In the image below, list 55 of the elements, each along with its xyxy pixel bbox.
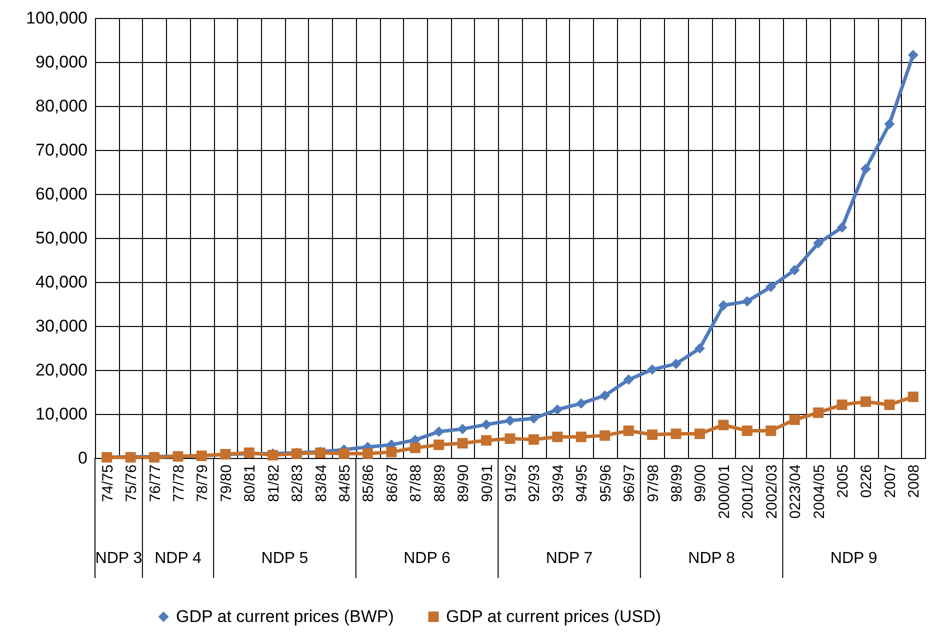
x-tick-label: 2004/05 <box>810 464 828 519</box>
x-tick-label: 98/99 <box>668 464 686 502</box>
x-tick-label: 88/89 <box>431 464 448 502</box>
x-tick-label: 92/93 <box>526 464 544 502</box>
x-tick-label: 0226 <box>858 464 876 498</box>
x-tick-label: 82/83 <box>289 464 306 502</box>
x-tick-label: 89/90 <box>455 464 472 502</box>
x-tick-label: 76/77 <box>146 464 164 502</box>
x-tick-label: 74/75 <box>99 464 116 502</box>
text: NDP 3 <box>95 550 142 567</box>
x-tick-label: 91/92 <box>502 464 520 502</box>
x-tick-label: 90/91 <box>478 464 496 502</box>
y-tick-label: 60,000 <box>36 184 88 204</box>
x-tick-label: 81/82 <box>265 464 282 502</box>
x-tick-label: 2000/01 <box>716 464 733 519</box>
x-tick-label: 86/87 <box>384 464 401 502</box>
y-tick-label: 10,000 <box>36 404 88 424</box>
x-tick-label: 93/94 <box>550 464 567 502</box>
x-tick-label: 83/84 <box>312 464 330 502</box>
x-tick-label: 2001/02 <box>740 464 757 519</box>
x-tick-label: 2005 <box>834 464 852 498</box>
y-tick-label: 50,000 <box>36 228 88 248</box>
x-tick-label: 80/81 <box>242 464 259 502</box>
x-tick-label: 2008 <box>906 464 923 498</box>
x-tick-label: 99/00 <box>692 464 710 502</box>
text: NDP 7 <box>546 550 593 567</box>
x-tick-label: 2007 <box>882 464 899 498</box>
y-tick-label: 0 <box>78 448 88 468</box>
y-tick-label: 80,000 <box>36 96 88 116</box>
x-tick-label: 0223/04 <box>787 464 804 519</box>
y-tick-label: 40,000 <box>36 272 88 292</box>
y-tick-label: 30,000 <box>36 316 88 336</box>
y-tick-label: 20,000 <box>36 360 88 380</box>
x-tick-label: 84/85 <box>336 464 354 502</box>
x-tick-label: 79/80 <box>218 464 235 502</box>
x-tick-label: 96/97 <box>621 464 638 502</box>
text: NDP 9 <box>830 550 878 567</box>
text: NDP 4 <box>154 550 202 567</box>
x-tick-label: 78/79 <box>194 464 212 502</box>
x-tick-label: 77/78 <box>170 464 188 502</box>
x-tick-label: 94/95 <box>574 464 591 502</box>
text: NDP 8 <box>688 550 736 567</box>
y-tick-label: 70,000 <box>36 140 88 160</box>
legend-label: GDP at current prices (USD) <box>446 606 662 626</box>
x-tick-label: 97/98 <box>644 464 662 502</box>
text: NDP 5 <box>261 550 308 567</box>
legend-label: GDP at current prices (BWP) <box>176 606 394 626</box>
x-tick-label: 95/96 <box>597 464 614 502</box>
x-tick-label: 2002/03 <box>763 464 780 519</box>
x-tick-label: 75/76 <box>123 464 140 502</box>
y-tick-label: 100,000 <box>26 8 88 28</box>
y-tick-label: 90,000 <box>36 52 88 72</box>
text: NDP 6 <box>404 550 451 567</box>
x-tick-label: 85/86 <box>360 464 378 502</box>
x-tick-label: 87/88 <box>408 464 425 502</box>
